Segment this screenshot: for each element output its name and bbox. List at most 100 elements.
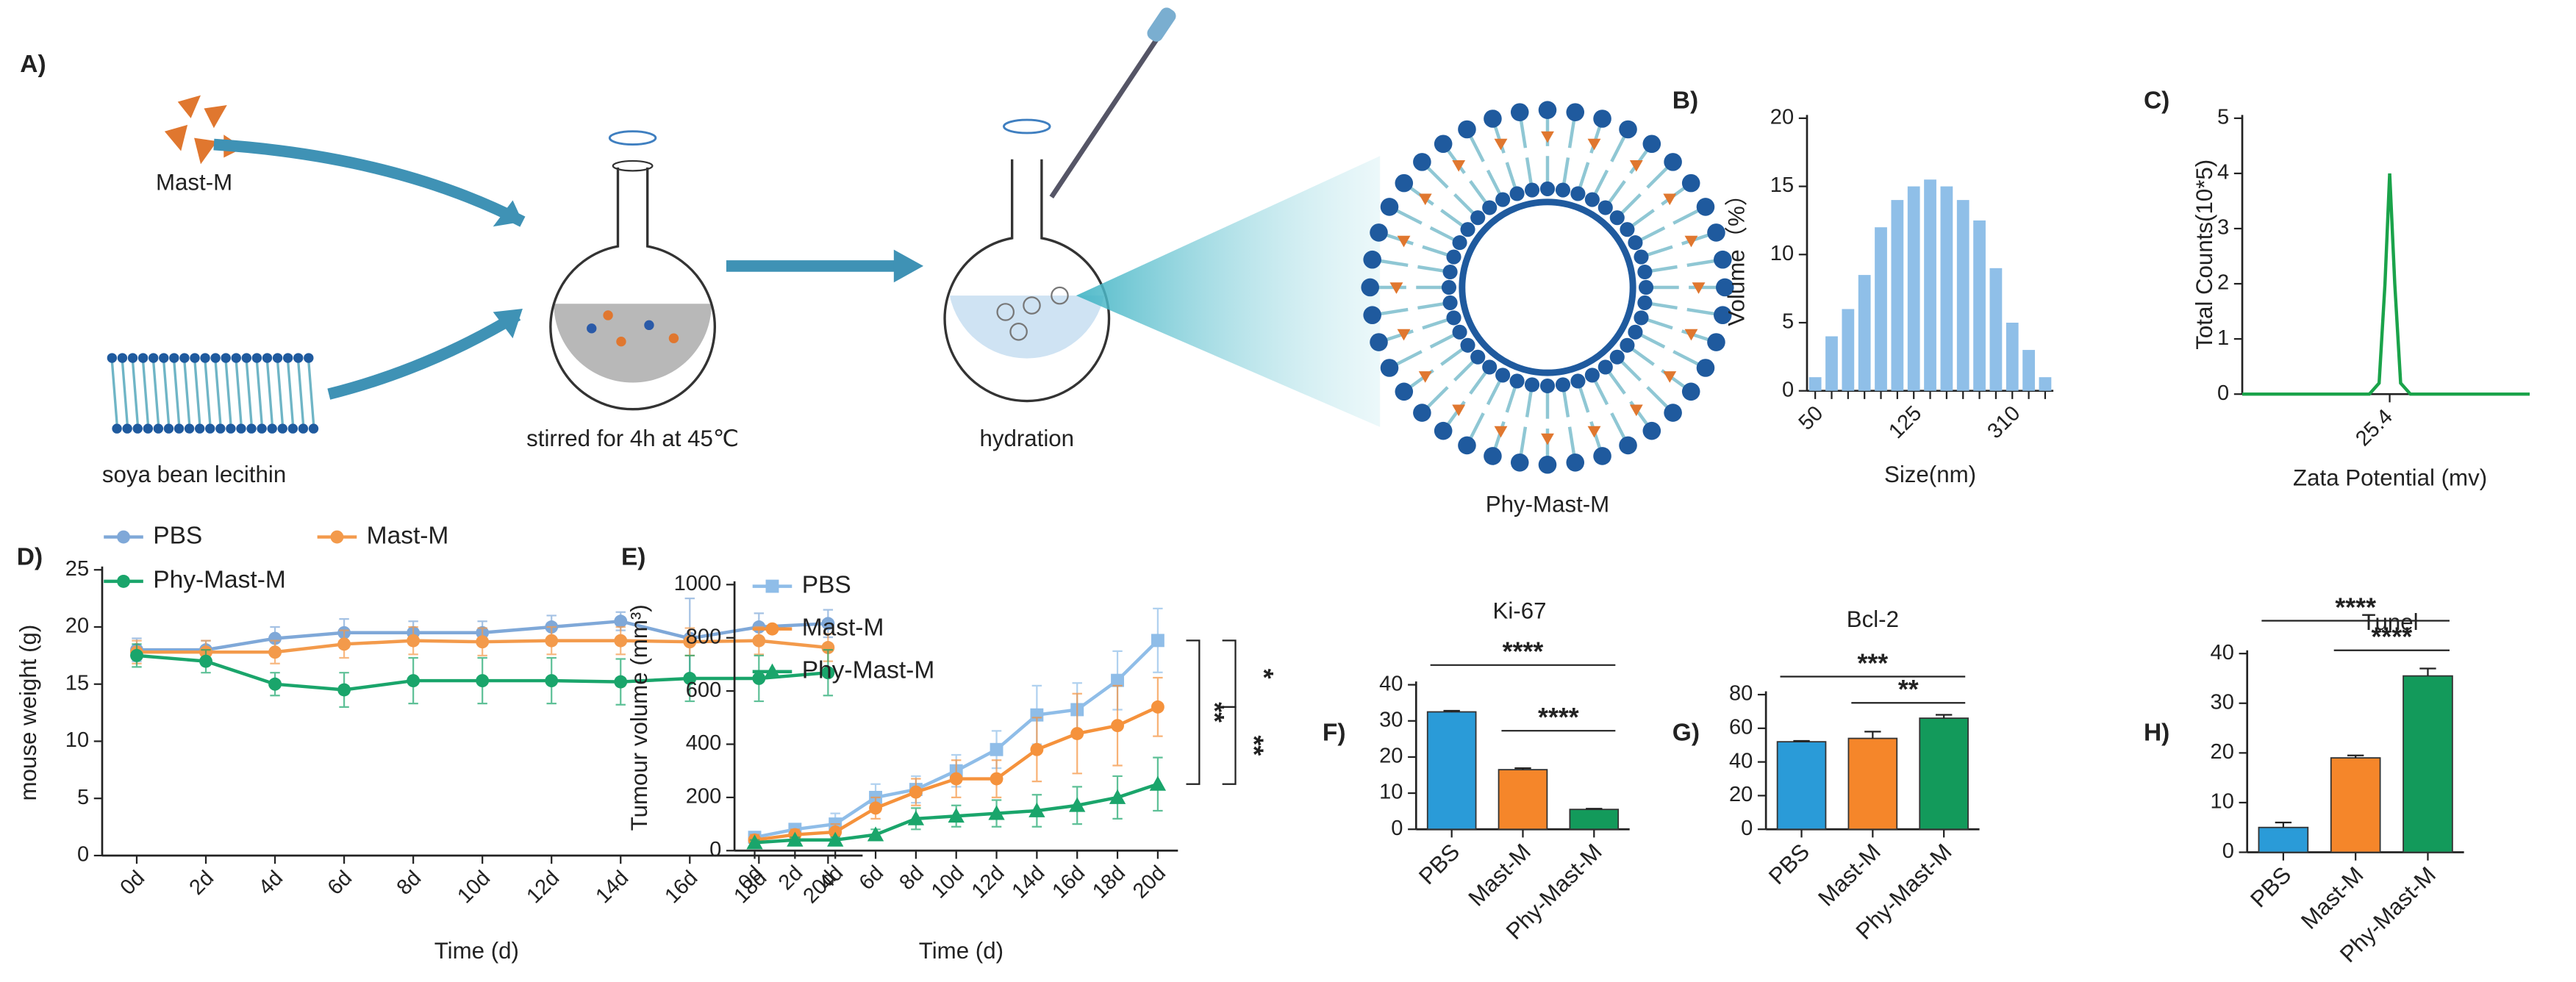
y-tick-label: 2 xyxy=(2217,271,2229,295)
significance: **** xyxy=(1538,703,1579,732)
tail xyxy=(141,361,149,424)
tail xyxy=(1469,180,1487,204)
bar xyxy=(2039,377,2052,391)
point xyxy=(545,634,559,648)
bar xyxy=(1842,309,1855,391)
bar xyxy=(2022,350,2035,391)
head xyxy=(1620,222,1635,237)
head xyxy=(1510,453,1529,472)
head xyxy=(200,353,210,363)
label: soya bean lecithin xyxy=(102,462,286,487)
y-tick-label: 5 xyxy=(2217,106,2229,129)
head xyxy=(1664,153,1682,171)
bar xyxy=(1858,275,1871,391)
head xyxy=(1637,295,1653,310)
point xyxy=(990,742,1003,756)
tail xyxy=(1453,193,1475,215)
point xyxy=(1111,719,1124,733)
x-tick-label: 16d xyxy=(1048,861,1090,903)
x-tick-label: 18d xyxy=(1088,861,1130,903)
bracket xyxy=(1186,639,1201,785)
tail xyxy=(1453,360,1475,381)
head xyxy=(1715,278,1734,297)
legend-marker xyxy=(330,530,344,544)
liposome xyxy=(1361,101,1734,474)
significance: ** xyxy=(1200,702,1229,723)
head xyxy=(236,423,246,434)
y-tick-label: 0 xyxy=(2217,381,2229,405)
bar xyxy=(1907,186,1920,391)
bar xyxy=(1924,179,1936,391)
y-tick-label: 5 xyxy=(1782,310,1794,334)
point xyxy=(988,805,1005,820)
zoom-cone xyxy=(1076,156,1381,427)
x-tick-label: 6d xyxy=(855,861,888,895)
head xyxy=(1619,120,1637,139)
panel-letter: D) xyxy=(17,543,43,570)
head xyxy=(1634,310,1649,326)
head xyxy=(1470,349,1486,365)
arrow xyxy=(213,138,526,227)
panel-letter: A) xyxy=(20,51,46,78)
head xyxy=(1555,182,1571,198)
drug xyxy=(1663,371,1677,383)
head xyxy=(1363,250,1381,269)
y-tick-label: 20 xyxy=(1729,783,1753,806)
tail xyxy=(1505,162,1517,188)
head xyxy=(163,423,174,434)
tail xyxy=(173,361,181,424)
x-tick-label: 25.4 xyxy=(2351,405,2397,451)
head xyxy=(1696,359,1715,377)
head xyxy=(132,423,143,434)
y-tick-label: 25 xyxy=(65,557,89,581)
y-tick-label: 40 xyxy=(1379,672,1403,695)
tail xyxy=(1578,162,1590,188)
y-tick-label: 0 xyxy=(1741,817,1753,840)
y-tick-label: 1 xyxy=(2217,326,2229,350)
head xyxy=(1395,382,1414,401)
x-tick-label: 8d xyxy=(393,867,426,900)
point xyxy=(869,801,882,815)
head xyxy=(1681,382,1700,401)
drug xyxy=(1389,282,1403,294)
x-tick-label: 14d xyxy=(591,867,633,908)
tail xyxy=(1394,350,1423,367)
bar xyxy=(1989,268,2003,391)
x-tick-label: 0d xyxy=(116,867,149,900)
head xyxy=(246,423,257,434)
point xyxy=(821,617,835,631)
point xyxy=(614,614,628,628)
head xyxy=(1370,333,1388,351)
y-tick-label: 60 xyxy=(1729,716,1753,739)
tail xyxy=(131,361,139,424)
head xyxy=(173,423,185,434)
head xyxy=(304,353,314,363)
head xyxy=(262,353,273,363)
point xyxy=(1111,673,1124,687)
error-bar xyxy=(2347,754,2364,759)
x-tick-label: 125 xyxy=(1884,401,1926,443)
head xyxy=(241,353,252,363)
label: Phy-Mast-M xyxy=(1486,491,1609,517)
error-bar xyxy=(1793,739,1810,742)
tail xyxy=(265,361,273,424)
bar xyxy=(1498,769,1548,831)
head xyxy=(1524,182,1540,198)
head xyxy=(159,353,169,363)
head xyxy=(1458,120,1476,139)
head xyxy=(1413,404,1431,422)
y-tick-label: 0 xyxy=(1391,817,1403,840)
head xyxy=(1707,333,1725,351)
label: hydration xyxy=(979,426,1074,451)
tail xyxy=(1647,245,1673,257)
head xyxy=(190,353,200,363)
head xyxy=(1555,377,1571,393)
x-tick-label: 8d xyxy=(895,861,928,895)
y-tick-label: 10 xyxy=(2211,790,2234,814)
bar xyxy=(1825,336,1838,391)
head xyxy=(1460,222,1475,237)
tail xyxy=(1620,193,1642,215)
tail xyxy=(1631,209,1655,227)
legend-label: Phy-Mast-M xyxy=(153,567,286,594)
tail xyxy=(1525,157,1533,184)
